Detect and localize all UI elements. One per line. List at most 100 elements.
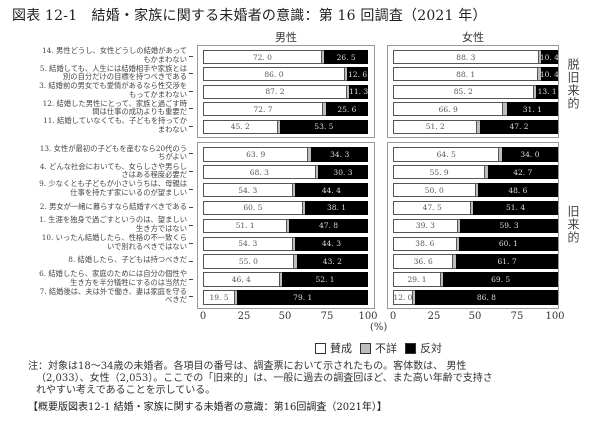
bar-unknown: [453, 254, 457, 269]
tick-50: 50: [468, 311, 482, 322]
bar-disagree: 59. 3: [460, 218, 558, 234]
legend-label-agree: 賛成: [330, 342, 352, 355]
bar-agree: 47. 5: [393, 200, 472, 216]
bar-unknown: [302, 200, 306, 216]
tick-100: 100: [358, 311, 378, 322]
bar-row: 88. 3 10. 4: [393, 50, 558, 64]
bar-unknown: [308, 147, 312, 162]
bar-unknown: [533, 84, 537, 99]
bar-row: 19. 5 79. 1: [203, 290, 368, 305]
item-label: 8. 結婚したら、子どもは持つべきだ: [0, 256, 193, 265]
bar-row: 54. 3 44. 3: [203, 236, 368, 251]
bar-row: 63. 9 34. 3: [203, 147, 368, 162]
tick-75: 75: [320, 311, 334, 322]
bar-row: 87. 2 11. 3: [203, 84, 368, 99]
bar-agree: 50. 0: [393, 182, 476, 198]
bar-unknown: [344, 67, 348, 82]
bar-disagree: 44. 3: [294, 236, 368, 251]
bar-unknown: [477, 119, 481, 134]
tick-100: 100: [545, 311, 565, 322]
item-label: 1. 生涯を独身で過ごすというのは、望ましい 生き方ではない: [0, 216, 193, 233]
bar-unknown: [287, 218, 290, 234]
bar-row: 45. 2 53. 5: [203, 119, 368, 134]
male-bottom-panel: 63. 9 34. 3 68. 3 30. 3 54. 3 44. 4 60. 5 38. 1…: [197, 142, 375, 309]
axis-unit: (%): [370, 322, 388, 333]
bar-agree: 38. 6: [393, 236, 457, 251]
bar-row: 54. 3 44. 4: [203, 182, 368, 198]
legend-label-unknown: 不詳: [375, 342, 397, 355]
bar-agree: 54. 3: [203, 236, 293, 251]
bar-unknown: [322, 102, 326, 117]
bar-disagree: 34. 0: [501, 147, 558, 162]
bar-unknown: [457, 218, 461, 234]
legend: 賛成 不詳 反対: [311, 340, 442, 356]
legend-swatch-agree: [315, 342, 326, 354]
bar-agree: 45. 2: [203, 119, 278, 134]
bar-disagree: 30. 3: [317, 164, 368, 180]
bar-unknown: [292, 182, 295, 198]
legend-swatch-unknown: [360, 342, 371, 354]
bar-agree: 72. 0: [203, 50, 322, 64]
group-label-non-traditional: 脱旧来的: [566, 58, 580, 110]
bar-unknown: [293, 254, 297, 269]
bar-agree: 68. 3: [203, 164, 316, 180]
item-label: 9. 少なくとも子どもが小さいうちは、母親は 仕事を持たず家にいるのが望ましい: [0, 180, 193, 197]
bar-disagree: 25. 6: [325, 102, 368, 117]
bar-unknown: [456, 236, 459, 251]
male-top-panel: 72. 0 26. 5 86. 0 12. 6 87. 2 11. 3 72. 7 25. 6…: [197, 45, 375, 138]
bar-unknown: [538, 67, 541, 82]
bar-unknown: [471, 200, 474, 216]
source-caption: 【概要版図表12-1 結婚・家族に関する未婚者の意識：第16回調査（2021年）…: [28, 402, 387, 413]
bar-row: 38. 6 60. 1: [393, 236, 558, 251]
bar-agree: 87. 2: [203, 84, 347, 99]
bar-agree: 29. 1: [393, 272, 441, 287]
footnote: 注：対象は18～34歳の未婚者。各項目の番号は、調査票において示されたもの。客体…: [28, 361, 598, 397]
bar-unknown: [485, 164, 488, 180]
bar-agree: 64. 5: [393, 147, 500, 162]
bar-agree: 51. 1: [203, 218, 288, 234]
group-label-traditional: 旧来的: [566, 205, 580, 244]
bar-row: 50. 0 48. 6: [393, 182, 558, 198]
female-bottom-panel: 64. 5 34. 0 55. 9 42. 7 50. 0 48. 6 47. 5 51. 4…: [387, 142, 559, 309]
bar-disagree: 60. 1: [458, 236, 558, 251]
bar-unknown: [235, 290, 238, 305]
bar-unknown: [346, 84, 350, 99]
item-label: 11. 結婚していなくても、子どもを持ってか まわない: [0, 116, 193, 134]
bar-disagree: 69. 5: [443, 272, 558, 287]
bar-agree: 46. 4: [203, 272, 280, 287]
bar-disagree: 43. 2: [296, 254, 368, 269]
bar-agree: 36. 6: [393, 254, 454, 269]
bar-agree: 39. 3: [393, 218, 458, 234]
male-panel-header: 男性: [275, 31, 297, 44]
bar-row: 64. 5 34. 0: [393, 147, 558, 162]
bar-agree: 88. 1: [393, 67, 539, 82]
bar-disagree: 10. 4: [540, 50, 558, 64]
bar-row: 55. 0 43. 2: [203, 254, 368, 269]
bar-unknown: [499, 147, 502, 162]
bar-agree: 85. 2: [393, 84, 534, 99]
bar-row: 55. 9 42. 7: [393, 164, 558, 180]
legend-label-disagree: 反対: [420, 342, 442, 355]
bar-unknown: [315, 164, 318, 180]
item-label: 7. 結婚後は、夫は外で働き、妻は家庭を守る べきだ: [0, 287, 193, 305]
figure-title: 図表 12-1 結婚・家族に関する未婚者の意識：第 16 回調査（2021 年）: [12, 8, 487, 24]
bar-disagree: 47. 8: [289, 218, 368, 234]
female-top-panel: 88. 3 10. 4 88. 1 10. 4 85. 2 13. 1 66. 9 31. 1…: [387, 45, 559, 138]
bar-unknown: [277, 119, 280, 134]
footnote-line-1: 注：対象は18～34歳の未婚者。各項目の番号は、調査票において示されたもの。客体…: [28, 361, 467, 372]
bar-unknown: [441, 272, 444, 287]
bar-unknown: [412, 290, 415, 305]
bar-disagree: 12. 6: [347, 67, 368, 82]
bar-row: 60. 5 38. 1: [203, 200, 368, 216]
footnote-line-2: （2,033）、女性（2,053）。ここでの「旧来的」は、一般に過去の調査回ほど…: [36, 373, 493, 384]
bar-agree: 19. 5: [203, 290, 236, 305]
bar-row: 29. 1 69. 5: [393, 272, 558, 287]
bar-row: 51. 2 47. 2: [393, 119, 558, 134]
bar-disagree: 13. 1: [536, 84, 558, 99]
tick-0: 0: [199, 311, 207, 322]
item-label: 2. 男女が一緒に暮らすなら結婚すべきである: [0, 202, 193, 212]
bar-agree: 86. 0: [203, 67, 345, 82]
bar-disagree: 47. 2: [480, 119, 558, 134]
item-label: 13. 女性が最初の子どもを産むなら20代のう ちがよい: [0, 144, 193, 162]
bar-unknown: [279, 272, 283, 287]
